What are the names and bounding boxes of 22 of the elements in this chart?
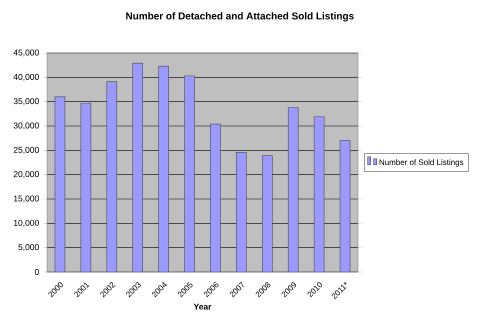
- y-tick-label: 5,000: [18, 244, 39, 252]
- y-tick-label: 35,000: [14, 98, 39, 106]
- x-axis-title: Year: [194, 304, 212, 310]
- y-tick-label: 40,000: [14, 74, 39, 81]
- bar: [236, 152, 247, 272]
- y-tick-label: 0: [34, 269, 39, 275]
- bar: [288, 107, 299, 272]
- bar: [106, 81, 118, 272]
- bar: [80, 102, 92, 272]
- bar: [262, 155, 273, 272]
- chart-title: Number of Detached and Attached Sold Listings: [126, 12, 354, 22]
- y-tick-label: 10,000: [14, 220, 39, 227]
- bar: [184, 76, 195, 272]
- bar: [54, 96, 66, 272]
- y-tick-label: 15,000: [14, 196, 39, 202]
- y-tick-label: 20,000: [14, 171, 39, 178]
- y-tick-label: 30,000: [14, 122, 39, 130]
- bar: [132, 62, 144, 272]
- y-tick-label: 45,000: [14, 50, 39, 56]
- y-tick-label: 25,000: [14, 146, 39, 154]
- bar: [158, 66, 169, 272]
- bar: [314, 116, 324, 272]
